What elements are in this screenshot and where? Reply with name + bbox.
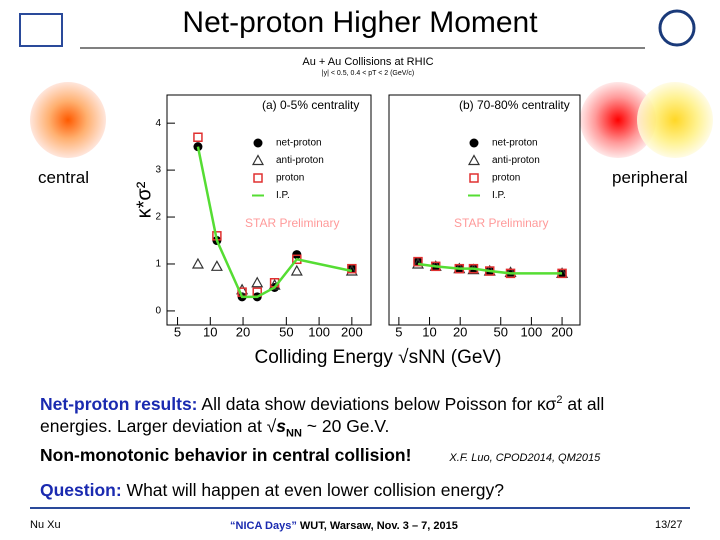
text: What will happen at even lower collision… [126, 480, 504, 501]
marker [251, 276, 264, 288]
legend-label: anti-proton [492, 155, 540, 166]
footer-page: 13/27 [655, 519, 683, 531]
marker [347, 263, 357, 274]
annotation: STAR Preliminary [454, 216, 548, 230]
body-text: Net-proton results: All data show deviat… [40, 389, 700, 501]
x-tick-label: 50 [494, 324, 508, 339]
y-tick-label: 2 [155, 212, 161, 223]
y-tick-label: 1 [155, 259, 161, 270]
x-tick-label: 100 [521, 324, 543, 339]
legend-label: I.P. [276, 190, 290, 201]
text: ~ 20 Ge.V. [306, 415, 390, 436]
legend-label: proton [276, 173, 304, 184]
marker [413, 256, 423, 267]
x-axis-label: Colliding Energy √sNN (GeV) [255, 347, 502, 368]
x-tick-label: 200 [551, 324, 573, 339]
legend-marker [253, 138, 263, 148]
marker [193, 132, 203, 142]
x-tick-label: 10 [422, 324, 436, 339]
text: “NICA Days” [230, 520, 297, 532]
footer-event: “NICA Days” WUT, Warsaw, Nov. 3 – 7, 201… [230, 520, 458, 532]
marker [210, 260, 223, 271]
logo [19, 13, 63, 47]
x-tick-label: 100 [308, 324, 330, 339]
decor-blob [637, 82, 713, 158]
text: energies. Larger deviation at √ [40, 415, 277, 436]
x-tick-label: 10 [203, 324, 217, 339]
reference: X.F. Luo, CPOD2014, QM2015 [449, 452, 601, 465]
legend-marker [467, 154, 481, 166]
legend-label: I.P. [492, 190, 506, 201]
legend-marker [469, 138, 479, 148]
x-tick-label: 5 [174, 324, 181, 339]
legend-label: proton [492, 173, 520, 184]
text: All data show deviations below Poisson f… [201, 393, 557, 414]
legend-label: net-proton [492, 138, 538, 149]
panel-label: (a) 0-5% centrality [262, 98, 359, 112]
legend-marker [469, 173, 479, 183]
side-label: central [38, 168, 90, 187]
decor-blob [580, 82, 656, 158]
legend-marker [251, 154, 265, 166]
marker [191, 257, 204, 269]
text: s [276, 415, 287, 436]
side-label: peripheral [612, 168, 688, 187]
y-tick-label: 3 [155, 165, 161, 176]
chart-subtitle: |y| < 0.5, 0.4 < pT < 2 (GeV/c) [322, 70, 414, 77]
y-axis-label: κ*σ² [133, 181, 155, 218]
logo [658, 9, 696, 47]
chart-title: Au + Au Collisions at RHIC [302, 56, 433, 68]
annotation: STAR Preliminary [245, 216, 339, 230]
y-tick-label: 4 [155, 118, 161, 129]
legend-marker [253, 173, 263, 183]
x-tick-label: 5 [395, 324, 402, 339]
bold-text: Net-proton results: [40, 393, 198, 414]
text: 2 [556, 394, 563, 406]
panel-label: (b) 70-80% centrality [459, 98, 570, 112]
x-tick-label: 20 [236, 324, 250, 339]
slide-title: Net-proton Higher Moment [182, 6, 538, 39]
x-tick-label: 200 [341, 324, 363, 339]
decor-blob [30, 82, 106, 158]
bold-text: Non-monotonic behavior in central collis… [40, 445, 412, 466]
x-tick-label: 20 [453, 324, 467, 339]
legend-label: anti-proton [276, 155, 324, 166]
trend-line [196, 146, 353, 299]
footer-author: Nu Xu [30, 519, 61, 531]
plot-frame [388, 94, 581, 326]
bold-text: Question: [40, 480, 122, 501]
y-tick-label: 0 [155, 306, 161, 317]
text: at all [567, 393, 605, 414]
legend-label: net-proton [276, 138, 322, 149]
x-tick-label: 50 [279, 324, 293, 339]
trend-line [417, 262, 563, 275]
text: NN [286, 427, 302, 440]
text: WUT, Warsaw, Nov. 3 – 7, 2015 [299, 520, 458, 532]
marker [290, 264, 303, 276]
